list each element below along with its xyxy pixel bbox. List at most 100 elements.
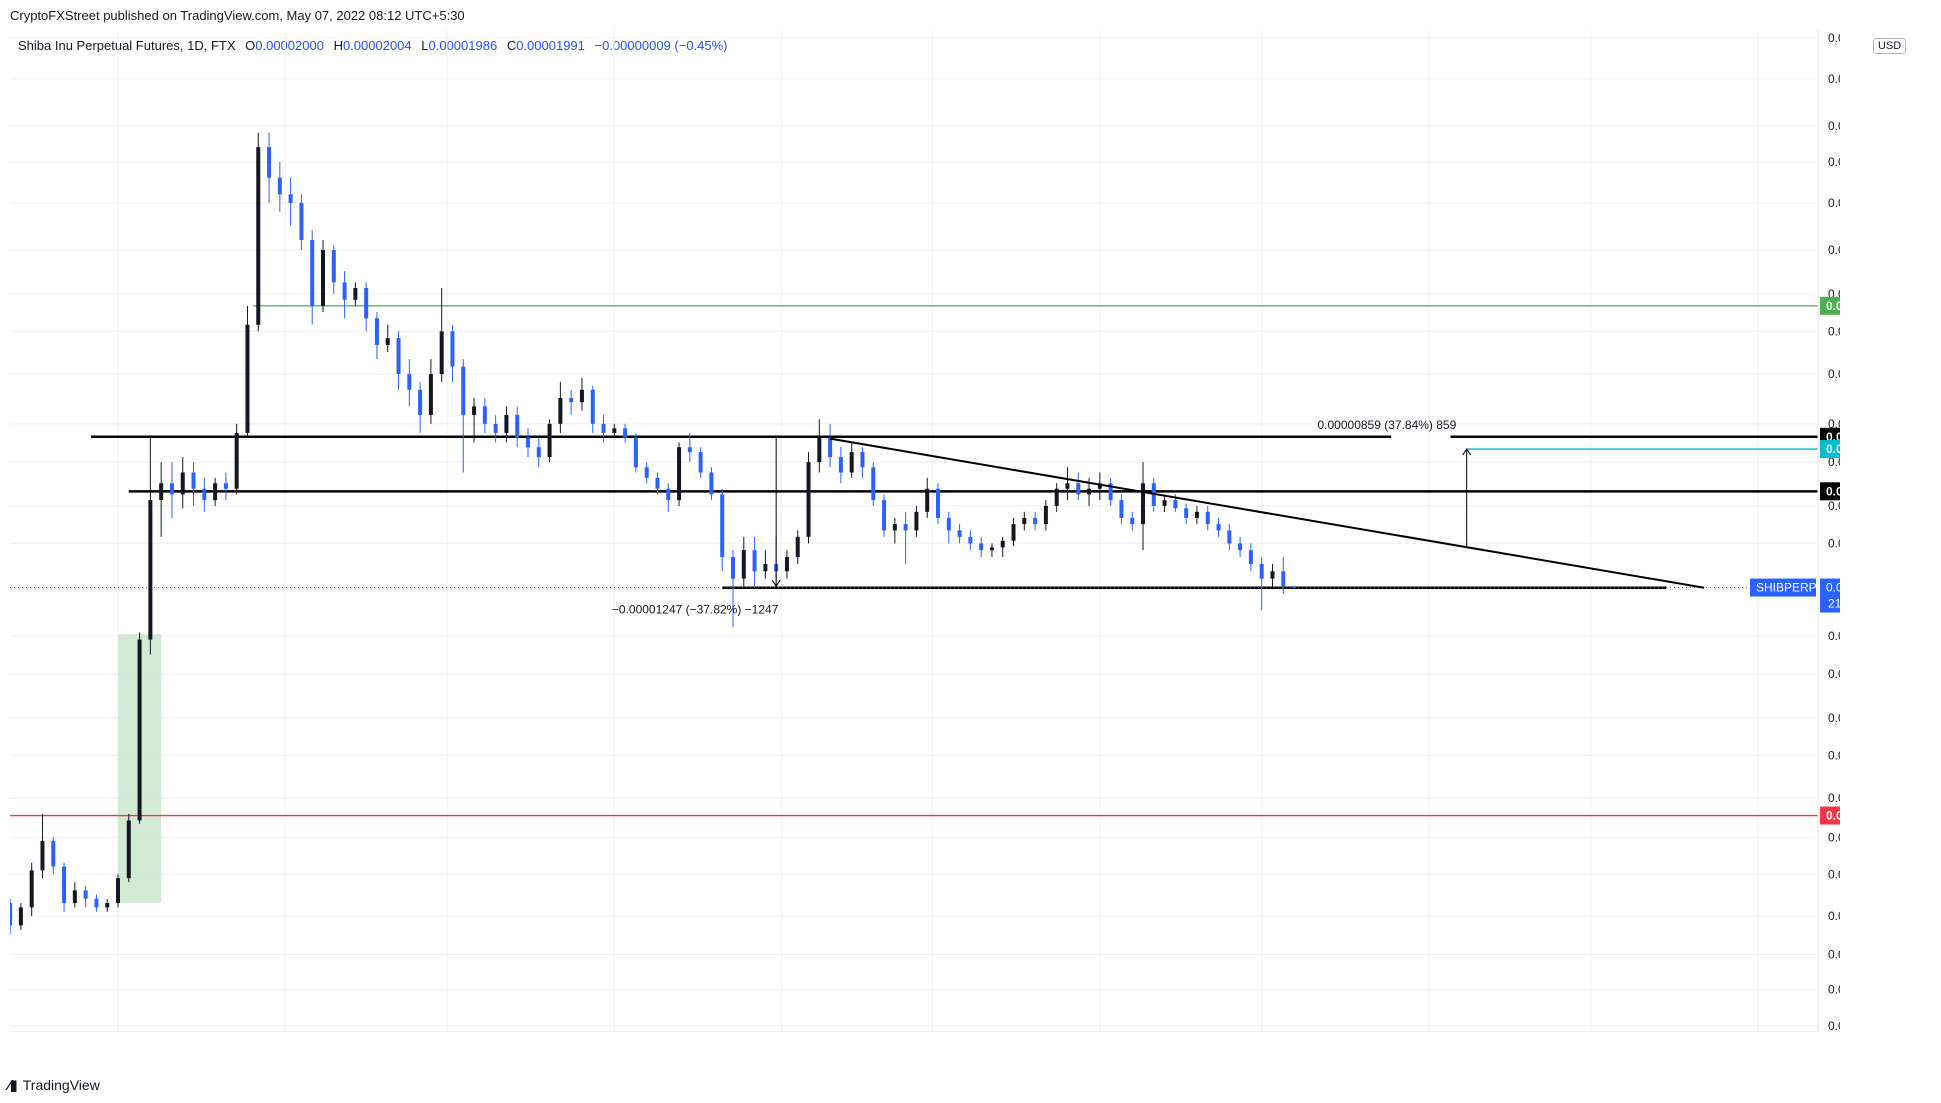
candle-body <box>277 177 282 195</box>
measure-up-label: 0.00000859 (37.84%) 859 <box>1318 418 1457 432</box>
candle-body <box>871 467 876 501</box>
candle-body <box>299 202 304 241</box>
candle-body <box>288 194 293 203</box>
publish-line: CryptoFXStreet published on TradingView.… <box>10 8 465 23</box>
candle-body <box>105 903 110 908</box>
y-tick-label: 0.00000780 <box>1828 867 1840 881</box>
candle-body <box>364 288 369 319</box>
close-value: 0.00001991 <box>516 38 585 53</box>
candle-body <box>1227 530 1232 544</box>
y-tick-label: 0.00002600 <box>1828 499 1840 513</box>
candle-body <box>784 557 789 572</box>
badge-level-5000-bg <box>1820 296 1840 315</box>
y-tick-label: 0.00008000 <box>1828 155 1840 169</box>
candle-body <box>936 488 940 518</box>
tradingview-brand: TradingView <box>22 1077 100 1093</box>
badge-level-5000: 0.00005000 <box>1826 299 1840 313</box>
candle-body <box>666 488 671 501</box>
y-tick-label: 0.00001150 <box>1828 748 1840 762</box>
candle-body <box>374 318 379 345</box>
candle-body <box>763 564 768 572</box>
candle-body <box>10 903 13 926</box>
candle-body <box>957 530 962 537</box>
candle-body <box>979 543 984 551</box>
arrow-head-icon <box>1462 448 1472 456</box>
candle-body <box>213 483 218 501</box>
candle-body <box>1043 505 1048 525</box>
candle-body <box>202 488 207 501</box>
candle-body <box>946 517 951 531</box>
candle-body <box>569 397 574 403</box>
candle-body <box>644 467 649 478</box>
candle-body <box>1173 500 1178 509</box>
candle-body <box>169 483 174 495</box>
candle-body <box>94 898 99 908</box>
symbol-legend[interactable]: Shiba Inu Perpetual Futures, 1D, FTX O 0.… <box>18 38 728 53</box>
candle-body <box>396 338 401 375</box>
candle-body <box>245 324 250 433</box>
y-tick-label: 0.00004000 <box>1828 367 1840 381</box>
candle-body <box>698 452 703 473</box>
candle-body <box>72 890 77 904</box>
price-chart[interactable]: 0.00000859 (37.84%) 859 −0.00001247 (−37.… <box>10 30 1840 1032</box>
y-tick-label: 0.00001700 <box>1828 629 1840 643</box>
candle-body <box>450 331 455 367</box>
countdown-label: 21:17:14 <box>1828 597 1840 611</box>
price-axis[interactable]: 0.00012000 0.00010500 0.00009000 0.00008000… <box>1817 30 1840 1032</box>
candle-body <box>256 147 261 325</box>
candle-body <box>1054 488 1059 506</box>
y-tick-label: 0.00010500 <box>1828 72 1840 86</box>
candle-body <box>29 870 34 908</box>
price-badges: 0.000050000.000032590.000031310.00002727… <box>1750 296 1840 825</box>
tradingview-footer[interactable]: ⁄▮ TradingView <box>8 1076 100 1094</box>
candle-body <box>191 472 196 489</box>
badge-level-3131-bg <box>1820 440 1840 459</box>
candle-body <box>709 472 714 495</box>
candle-body <box>1011 524 1016 541</box>
candle-body <box>1270 571 1275 579</box>
candle-body <box>267 147 272 178</box>
candle-body <box>903 524 908 531</box>
y-tick-label: 0.00004600 <box>1828 324 1840 338</box>
candle-body <box>18 907 23 926</box>
measure-down-label: −0.00001247 (−37.82%) −1247 <box>612 603 779 617</box>
candle-body <box>623 428 628 438</box>
symbol-name[interactable]: Shiba Inu Perpetual Futures, 1D, FTX <box>18 38 236 53</box>
candle-body <box>1248 550 1253 565</box>
candle-body <box>731 557 735 579</box>
close-label: C <box>506 38 517 53</box>
open-label: O <box>245 38 256 53</box>
candle-body <box>126 820 131 879</box>
levels-layer <box>10 305 1818 817</box>
candles-layer <box>10 132 1297 935</box>
candle-body <box>795 536 800 558</box>
currency-badge[interactable]: USD <box>1873 38 1907 54</box>
candle-body <box>1194 511 1199 518</box>
y-tick-label: 0.00002300 <box>1828 536 1840 550</box>
y-tick-label: 0.00003400 <box>1828 417 1840 431</box>
candle-body <box>1097 483 1102 489</box>
candle-body <box>310 240 315 306</box>
candle-body <box>83 890 88 899</box>
candle-body <box>1216 524 1221 531</box>
candle-body <box>828 437 833 458</box>
y-tick-label: 0.00000600 <box>1828 948 1840 962</box>
candle-body <box>817 437 822 463</box>
candle-body <box>1292 586 1297 588</box>
candle-body <box>925 488 930 512</box>
candle-body <box>1076 483 1081 495</box>
candle-body <box>612 428 617 433</box>
candle-body <box>526 437 530 448</box>
current-price-badge: 0.00001991 <box>1826 581 1840 595</box>
candle-body <box>321 250 325 306</box>
candle-body <box>1259 564 1264 579</box>
arrow-head-icon <box>771 579 781 588</box>
badge-level-3131: 0.00003131 <box>1826 442 1840 456</box>
candle-body <box>482 406 487 424</box>
candle-body <box>418 389 423 415</box>
high-label: H <box>333 38 343 53</box>
candle-body <box>385 338 390 345</box>
y-tick-label: 0.00000475 <box>1828 1019 1840 1032</box>
y-tick-label: 0.00012000 <box>1828 31 1840 45</box>
candle-body <box>331 250 336 283</box>
